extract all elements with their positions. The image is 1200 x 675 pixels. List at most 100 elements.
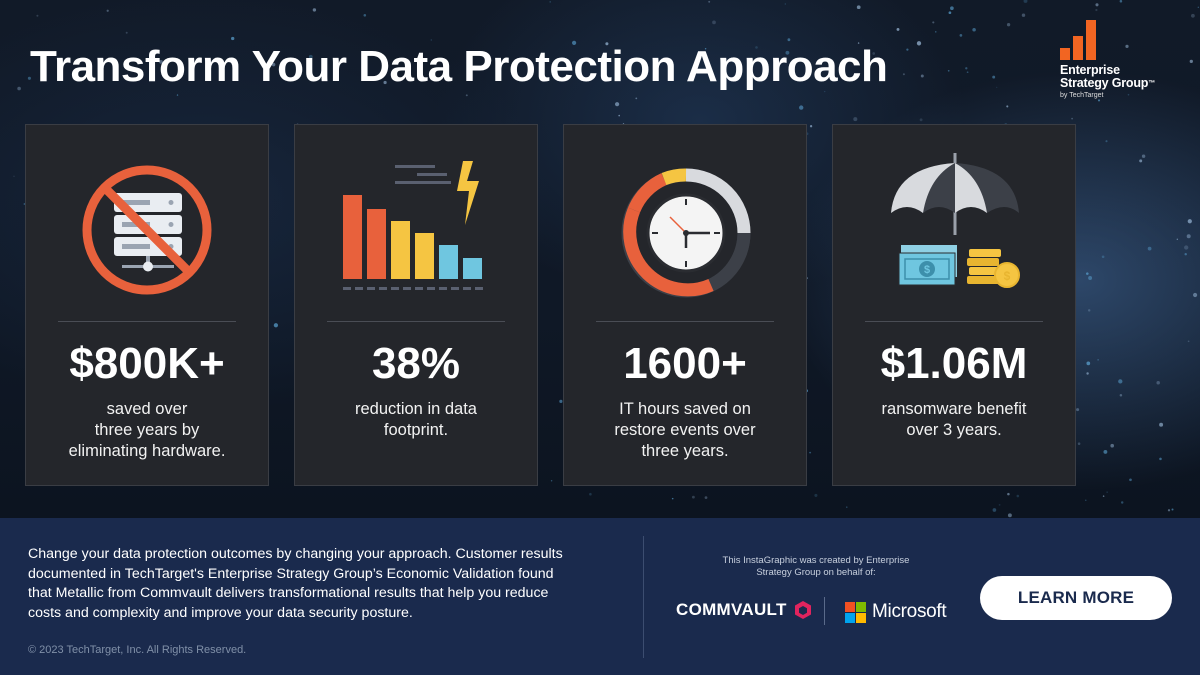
particle-dot [1176,238,1178,240]
commvault-logo: COMMVAULT [676,600,813,620]
particle-dot [1120,501,1124,504]
particle-dot [996,86,998,89]
particle-dot [13,175,15,177]
particle-dot [1119,394,1123,397]
particle-dot [764,75,767,79]
particle-dot [853,117,858,122]
particle-dot [823,90,826,93]
card-divider [327,321,505,322]
particle-dot [1129,478,1132,482]
particle-dot [1006,105,1009,108]
particle-dot [176,94,179,96]
particle-dot [271,62,276,67]
particle-dot [1077,442,1081,445]
particle-dot [704,47,707,50]
stat-desc-line: IT hours saved on [619,400,751,418]
particle-dot [615,102,620,107]
particle-dot [902,73,905,76]
particle-dot [1106,491,1108,493]
particle-dot [1139,159,1143,163]
particle-dot [784,3,786,5]
particle-dot [549,1,551,3]
credit-line: This InstaGraphic was created by Enterpr… [722,555,910,566]
particle-dot [1189,59,1193,64]
particle-dot [589,492,592,496]
esg-by-techtarget: by TechTarget [1060,92,1104,99]
hero-section: Transform Your Data Protection Approach … [0,0,1200,518]
footer-body-line: documented in TechTarget's Enterprise St… [28,565,554,582]
card-divider [865,321,1043,322]
particle-dot [622,122,625,125]
particle-dot [125,31,128,34]
stat-desc-line: three years. [641,442,729,460]
particle-dot [1086,272,1089,275]
particle-dot [1110,443,1114,448]
particle-dot [1186,234,1191,239]
stat-description: saved over three years by eliminating ha… [44,399,250,462]
particle-dot [1184,245,1189,250]
particle-dot [27,76,31,80]
particle-dot [1159,422,1164,427]
particle-dot [1119,0,1123,3]
learn-more-button[interactable]: LEARN MORE [980,576,1172,620]
particle-dot [755,46,758,49]
copyright: © 2023 TechTarget, Inc. All Rights Reser… [28,644,247,656]
particle-dot [732,60,735,63]
umbrella-money-icon: $ $ [891,153,1020,288]
stat-card-ransomware: $ $ $1.06M ransomware benefit over 3 yea… [832,124,1076,486]
credit-text: This InstaGraphic was created by Enterpr… [705,555,927,579]
stat-desc-line: reduction in data [354,400,477,418]
particle-dot [23,203,26,205]
particle-dot [919,118,923,122]
particle-dot [1197,6,1199,8]
footer-body-line: costs and complexity and improve your da… [28,604,413,621]
particle-dot [231,36,235,41]
particle-dot [17,86,21,91]
particle-dot [1118,379,1123,384]
footer-body-text: Change your data protection outcomes by … [28,545,628,623]
particle-dot [814,493,818,497]
coin-dollar-icon: $ [1004,269,1011,283]
stat-desc-line: over 3 years. [906,421,1002,439]
particle-dot [1097,99,1101,102]
particle-dot [36,14,39,17]
particle-dot [618,114,620,117]
particle-dot [920,74,924,78]
particle-dot [935,31,937,33]
footer: Change your data protection outcomes by … [0,518,1200,675]
particle-dot [712,20,716,25]
stat-card-it-hours: 1600+ IT hours saved on restore events o… [563,124,807,486]
bar-chart-lightning-icon [343,161,483,290]
microsoft-logo: Microsoft [845,601,947,623]
particle-dot [708,0,711,3]
footer-divider [643,536,644,658]
particle-dot [998,504,1001,506]
card-divider [596,321,774,322]
particle-dot [312,8,317,12]
particle-dot [1007,492,1010,496]
particle-dot [787,38,791,42]
esg-bars-icon [1060,20,1180,60]
esg-trademark: ™ [1148,80,1155,87]
particle-dot [1171,508,1174,511]
particle-dot [1007,513,1012,518]
particle-dot [966,71,969,74]
particle-dot [126,65,131,70]
particle-dot [430,39,433,41]
particle-dot [809,451,812,454]
particle-dot [948,11,952,15]
particle-dot [363,14,367,17]
stat-desc-line: eliminating hardware. [68,442,226,460]
particle-dot [1147,246,1152,251]
microsoft-wordmark: Microsoft [872,601,947,622]
stat-card-footprint: 38% reduction in data footprint. [294,124,538,486]
particle-dot [1141,154,1146,158]
stat-description: reduction in data footprint. [313,399,519,441]
particle-dot [992,75,996,79]
particle-dot [896,27,900,31]
particle-dot [1191,13,1195,18]
particle-dot [1086,372,1089,375]
page-title: Transform Your Data Protection Approach [30,42,888,91]
particle-dot [1006,23,1011,27]
dollar-sign-icon: $ [924,264,930,276]
